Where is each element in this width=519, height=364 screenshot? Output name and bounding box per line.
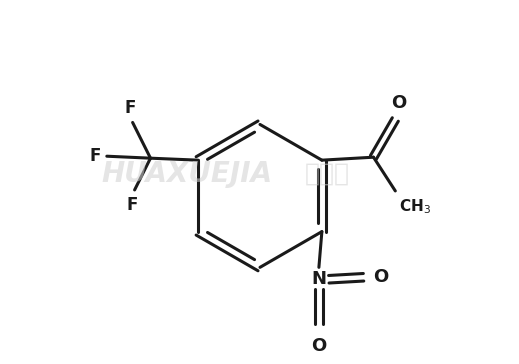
Text: HUAXUEJIA: HUAXUEJIA <box>101 160 272 188</box>
Text: O: O <box>374 268 389 286</box>
Text: F: F <box>125 99 136 116</box>
Text: CH$_3$: CH$_3$ <box>399 197 431 215</box>
Text: F: F <box>89 147 101 165</box>
Text: O: O <box>391 94 406 111</box>
Text: N: N <box>311 270 326 288</box>
Text: O: O <box>311 337 326 355</box>
Text: F: F <box>127 196 138 214</box>
Text: 化学厄: 化学厄 <box>305 162 350 186</box>
